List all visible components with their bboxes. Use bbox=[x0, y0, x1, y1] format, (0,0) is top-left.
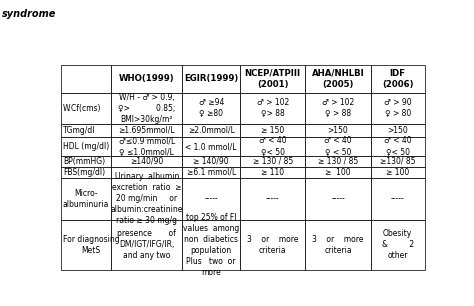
Bar bbox=[61, 65, 111, 93]
Bar bbox=[111, 65, 182, 93]
Text: ≥ 140/90: ≥ 140/90 bbox=[193, 157, 229, 166]
Bar bbox=[111, 167, 182, 178]
Text: ≥ 150: ≥ 150 bbox=[261, 126, 284, 135]
Bar bbox=[240, 137, 305, 156]
Bar bbox=[111, 220, 182, 270]
Text: ♂ ≥94
♀ ≥80: ♂ ≥94 ♀ ≥80 bbox=[199, 98, 224, 118]
Bar bbox=[305, 178, 371, 220]
Bar bbox=[305, 124, 371, 137]
Bar bbox=[182, 156, 240, 167]
Bar bbox=[240, 93, 305, 124]
Text: For diagnosing
MetS: For diagnosing MetS bbox=[63, 235, 119, 255]
Text: IDF
(2006): IDF (2006) bbox=[382, 69, 413, 89]
Text: BP(mmHG): BP(mmHG) bbox=[63, 157, 105, 166]
Text: ≥ 110: ≥ 110 bbox=[261, 168, 284, 177]
Text: ≥  100: ≥ 100 bbox=[325, 168, 351, 177]
Text: ≥ 130 / 85: ≥ 130 / 85 bbox=[253, 157, 293, 166]
Bar bbox=[240, 178, 305, 220]
Text: EGIR(1999): EGIR(1999) bbox=[184, 74, 238, 83]
Text: WHO(1999): WHO(1999) bbox=[119, 74, 175, 83]
Text: ♂ > 102
♀> 88: ♂ > 102 ♀> 88 bbox=[256, 98, 289, 118]
Text: -----: ----- bbox=[266, 194, 280, 203]
Bar bbox=[111, 124, 182, 137]
Bar bbox=[111, 156, 182, 167]
Bar bbox=[305, 167, 371, 178]
Bar bbox=[240, 156, 305, 167]
Bar bbox=[305, 137, 371, 156]
Bar bbox=[182, 167, 240, 178]
Text: NCEP/ATPIII
(2001): NCEP/ATPIII (2001) bbox=[245, 69, 301, 89]
Bar bbox=[61, 124, 111, 137]
Bar bbox=[240, 220, 305, 270]
Bar bbox=[111, 137, 182, 156]
Text: AHA/NHLBI
(2005): AHA/NHLBI (2005) bbox=[312, 69, 365, 89]
Bar bbox=[182, 124, 240, 137]
Bar bbox=[61, 167, 111, 178]
Text: ≥ 100: ≥ 100 bbox=[386, 168, 410, 177]
Text: Obesity
&         2
other: Obesity & 2 other bbox=[382, 229, 414, 260]
Bar bbox=[111, 93, 182, 124]
Text: ≥1.695mmol/L: ≥1.695mmol/L bbox=[118, 126, 175, 135]
Bar bbox=[182, 137, 240, 156]
Bar bbox=[240, 167, 305, 178]
Text: ≥6.1 mmol/L: ≥6.1 mmol/L bbox=[187, 168, 236, 177]
Bar bbox=[371, 178, 425, 220]
Bar bbox=[305, 220, 371, 270]
Text: syndrome: syndrome bbox=[2, 9, 57, 19]
Text: Micro-
albuminuria: Micro- albuminuria bbox=[63, 188, 109, 209]
Text: ♂ < 40
♀ < 50: ♂ < 40 ♀ < 50 bbox=[324, 136, 352, 157]
Bar bbox=[61, 93, 111, 124]
Bar bbox=[61, 220, 111, 270]
Bar bbox=[182, 65, 240, 93]
Bar bbox=[371, 220, 425, 270]
Bar bbox=[371, 93, 425, 124]
Bar bbox=[305, 156, 371, 167]
Text: ≥140/90: ≥140/90 bbox=[130, 157, 164, 166]
Text: ≥130/ 85: ≥130/ 85 bbox=[380, 157, 416, 166]
Text: ♂ < 40
♀< 50: ♂ < 40 ♀< 50 bbox=[384, 136, 411, 157]
Text: top 25% of FI
values  among
non  diabetics
population
Plus   two  or
more: top 25% of FI values among non diabetics… bbox=[183, 213, 239, 277]
Bar bbox=[182, 93, 240, 124]
Bar bbox=[371, 65, 425, 93]
Text: FBS(mg/dl): FBS(mg/dl) bbox=[63, 168, 105, 177]
Text: W.Cf(cms): W.Cf(cms) bbox=[63, 104, 101, 113]
Bar bbox=[182, 220, 240, 270]
Text: HDL (mg/dl): HDL (mg/dl) bbox=[63, 142, 109, 151]
Bar bbox=[305, 65, 371, 93]
Bar bbox=[240, 65, 305, 93]
Text: ≥2.0mmol/L: ≥2.0mmol/L bbox=[188, 126, 235, 135]
Bar bbox=[111, 178, 182, 220]
Text: ♂ > 102
♀ > 88: ♂ > 102 ♀ > 88 bbox=[322, 98, 354, 118]
Text: -----: ----- bbox=[331, 194, 345, 203]
Text: ≥ 130 / 85: ≥ 130 / 85 bbox=[318, 157, 358, 166]
Bar bbox=[61, 178, 111, 220]
Text: presence       of
DM/IGT/IFG/IR,
and any two: presence of DM/IGT/IFG/IR, and any two bbox=[118, 229, 176, 260]
Bar bbox=[240, 124, 305, 137]
Bar bbox=[371, 167, 425, 178]
Bar bbox=[182, 178, 240, 220]
Text: >150: >150 bbox=[328, 126, 348, 135]
Text: >150: >150 bbox=[387, 126, 408, 135]
Text: Urinary  albumin
excretion  ratio  ≥
20 mg/min     or
albumin:creatinine
ratio ≥: Urinary albumin excretion ratio ≥ 20 mg/… bbox=[111, 172, 183, 225]
Bar bbox=[371, 156, 425, 167]
Bar bbox=[61, 156, 111, 167]
Text: < 1.0 mmol/L: < 1.0 mmol/L bbox=[185, 142, 237, 151]
Text: -----: ----- bbox=[391, 194, 405, 203]
Text: ♂≤0.9 mmol/L
♀ ≤1.0mmol/L: ♂≤0.9 mmol/L ♀ ≤1.0mmol/L bbox=[119, 136, 175, 157]
Text: ♂ > 90
♀ > 80: ♂ > 90 ♀ > 80 bbox=[384, 98, 411, 118]
Text: -----: ----- bbox=[204, 194, 218, 203]
Text: 3    or    more
criteria: 3 or more criteria bbox=[312, 235, 364, 255]
Bar bbox=[371, 124, 425, 137]
Bar bbox=[61, 137, 111, 156]
Text: 3    or    more
criteria: 3 or more criteria bbox=[247, 235, 299, 255]
Bar bbox=[371, 137, 425, 156]
Text: ♂ < 40
♀< 50: ♂ < 40 ♀< 50 bbox=[259, 136, 287, 157]
Bar bbox=[305, 93, 371, 124]
Text: W/H - ♂ > 0.9,
♀>           0.85;
BMI>30kg/m²: W/H - ♂ > 0.9, ♀> 0.85; BMI>30kg/m² bbox=[118, 92, 175, 124]
Text: TGmg/dl: TGmg/dl bbox=[63, 126, 95, 135]
